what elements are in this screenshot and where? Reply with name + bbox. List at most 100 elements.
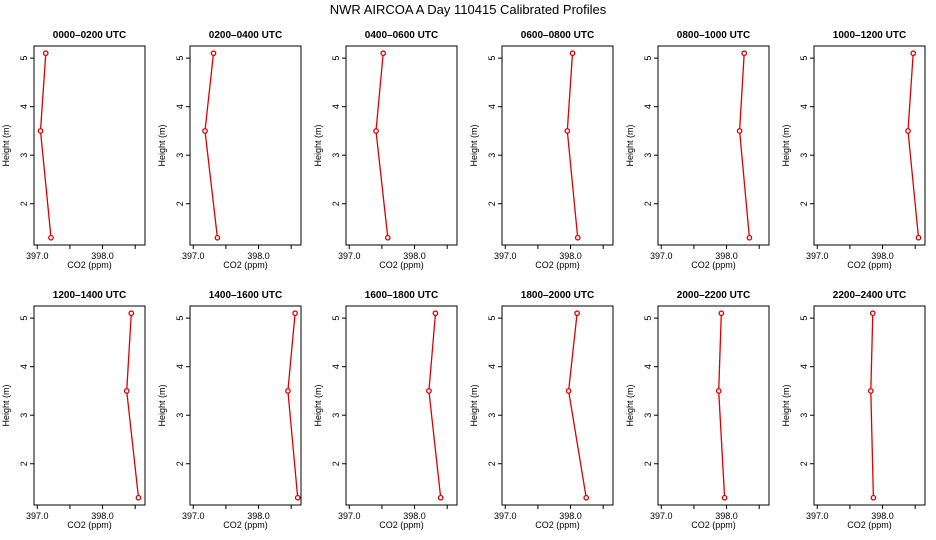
profile-line [738,53,751,238]
y-axis-label: Height (m) [625,124,635,166]
y-tick-label: 4 [331,364,341,369]
x-tick-label: 398.0 [715,511,738,521]
profile-point [583,494,590,501]
plot-frame [813,305,926,506]
x-tick-label: 397.0 [26,511,49,521]
profile-point [564,128,571,134]
panel-title: 1400–1600 UTC [209,290,282,301]
profile-line [567,313,587,498]
x-axis-label: CO2 (ppm) [223,520,268,530]
y-tick-label: 3 [799,153,809,158]
y-tick-label: 4 [799,364,809,369]
x-axis-label: CO2 (ppm) [223,260,268,270]
panel-title: 0200–0400 UTC [209,30,282,41]
y-tick-label: 3 [487,153,497,158]
profile-panel: 0200–0400 UTC 397.0 398.0 2 3 4 5 CO2 (ppm) Heig… [157,30,302,270]
x-tick-label: 398.0 [559,251,582,261]
x-tick-label: 398.0 [715,251,738,261]
profile-point [718,310,725,317]
profile-line [907,53,920,238]
panel-title: 2200–2400 UTC [833,290,906,301]
y-axis-label: Height (m) [313,384,323,426]
profile-point [214,234,221,241]
profile-point [910,50,917,57]
profile-panel: 0600–0800 UTC 397.0 398.0 2 3 4 5 CO2 (ppm) Heig… [469,30,614,270]
y-tick-label: 4 [175,364,185,369]
panel-title: 1800–2000 UTC [521,290,594,301]
profile-point [285,388,291,394]
profile-panel: 1000–1200 UTC 397.0 398.0 2 3 4 5 CO2 (ppm) Heig… [781,30,926,270]
profile-line [428,313,442,498]
plot-frame [189,305,302,506]
x-tick-label: 397.0 [338,511,361,521]
x-tick-label: 397.0 [650,511,673,521]
profile-point [905,128,911,134]
profile-point [210,50,217,57]
profile-point [42,50,49,57]
y-axis-label: Height (m) [469,384,479,426]
profile-panel: 1800–2000 UTC 397.0 398.0 2 3 4 5 CO2 (ppm) Heig… [469,290,614,530]
x-tick-label: 398.0 [403,251,426,261]
profile-point [135,494,142,501]
profile-line [375,53,389,238]
y-axis-label: Height (m) [1,124,11,166]
profile-point [294,494,301,501]
y-tick-label: 3 [487,413,497,418]
plot-frame [657,45,770,246]
y-tick-label: 4 [331,104,341,109]
x-axis-label: CO2 (ppm) [379,520,424,530]
profile-point [202,128,208,134]
profile-point [915,234,922,241]
profile-point [432,310,439,317]
y-tick-label: 4 [643,104,653,109]
y-tick-label: 3 [643,413,653,418]
panel-title: 2000–2200 UTC [677,290,750,301]
profile-line [870,313,875,498]
x-axis-label: CO2 (ppm) [535,260,580,270]
profile-panel: 0000–0200 UTC 397.0 398.0 2 3 4 5 CO2 (ppm) Heig… [1,30,146,270]
y-tick-label: 4 [19,364,29,369]
y-tick-label: 2 [19,201,29,206]
panel-title: 0600–0800 UTC [521,30,594,41]
profile-point [48,234,54,241]
y-axis-label: Height (m) [157,124,167,166]
x-axis-label: CO2 (ppm) [67,520,112,530]
profile-point [574,310,580,317]
panel-title: 1000–1200 UTC [833,30,906,41]
panel-title: 0000–0200 UTC [53,30,126,41]
profile-panel: 1200–1400 UTC 397.0 398.0 2 3 4 5 CO2 (ppm) Heig… [1,290,146,530]
y-axis-label: Height (m) [781,384,791,426]
profile-line [39,53,52,238]
y-tick-label: 5 [643,316,653,321]
y-tick-label: 5 [175,56,185,61]
x-axis-label: CO2 (ppm) [691,520,736,530]
profile-panel: 0800–1000 UTC 397.0 398.0 2 3 4 5 CO2 (ppm) Heig… [625,30,770,270]
y-tick-label: 5 [643,56,653,61]
y-tick-label: 2 [331,461,341,466]
x-tick-label: 397.0 [494,251,517,261]
x-tick-label: 397.0 [650,251,673,261]
plot-frame [345,45,458,246]
x-tick-label: 397.0 [806,251,829,261]
x-tick-label: 397.0 [182,511,205,521]
y-tick-label: 5 [331,56,341,61]
profile-point [37,128,44,134]
plot-frame [501,45,614,246]
y-tick-label: 3 [643,153,653,158]
profile-point [292,310,298,317]
profile-line [287,313,299,498]
panels: 0000–0200 UTC 397.0 398.0 2 3 4 5 CO2 (ppm) Heig… [1,30,926,530]
profile-point [736,128,743,134]
profile-line [718,313,726,498]
x-tick-label: 398.0 [91,251,114,261]
x-axis-label: CO2 (ppm) [691,260,736,270]
x-tick-label: 397.0 [806,511,829,521]
y-tick-label: 2 [487,201,497,206]
profile-point [741,50,748,57]
plot-frame [33,305,146,506]
profile-panel: 2000–2200 UTC 397.0 398.0 2 3 4 5 CO2 (ppm) Heig… [625,290,770,530]
y-tick-label: 2 [175,461,185,466]
profile-panel: 2200–2400 UTC 397.0 398.0 2 3 4 5 CO2 (ppm) Heig… [781,290,926,530]
plot-frame [189,45,302,246]
y-tick-label: 2 [175,201,185,206]
